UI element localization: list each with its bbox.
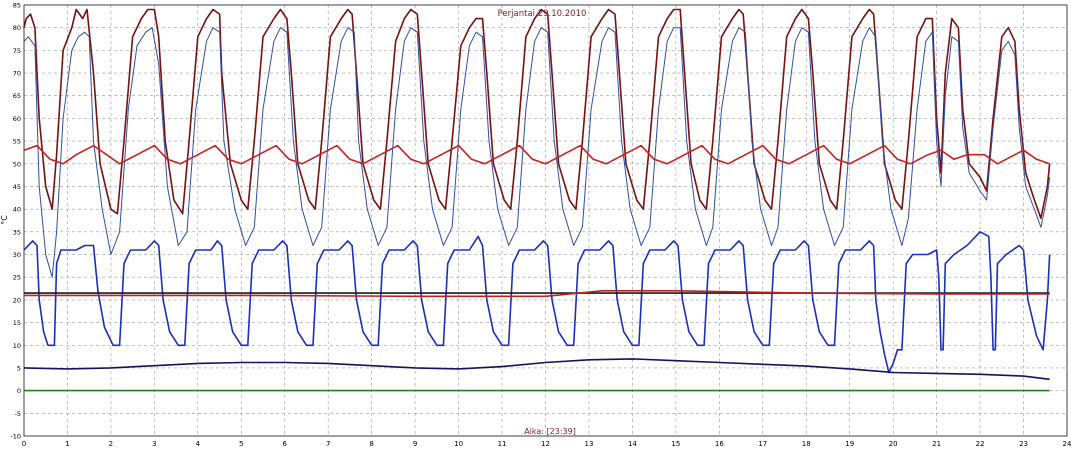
y-tick-label: 85 (13, 2, 21, 10)
y-tick-label: 45 (13, 183, 21, 191)
x-tick-label: 15 (671, 440, 680, 448)
x-tick-label: 16 (715, 440, 724, 448)
x-tick-label: 10 (454, 440, 463, 448)
x-tick-label: 0 (22, 440, 26, 448)
x-tick-label: 17 (758, 440, 767, 448)
x-axis-label: Aika: [23:39] (524, 427, 576, 436)
x-tick-label: 9 (413, 440, 417, 448)
x-tick-label: 11 (498, 440, 507, 448)
x-tick-label: 1 (65, 440, 69, 448)
y-tick-label: 55 (13, 138, 21, 146)
x-tick-label: 4 (196, 440, 201, 448)
x-tick-label: 13 (584, 440, 593, 448)
y-tick-label: 25 (13, 274, 21, 282)
x-tick-label: 21 (932, 440, 941, 448)
y-tick-label: -10 (10, 433, 21, 441)
y-tick-label: 80 (13, 24, 21, 32)
y-tick-label: 15 (13, 319, 21, 327)
x-tick-label: 6 (283, 440, 288, 448)
x-tick-label: 5 (239, 440, 243, 448)
series-line-7 (23, 358, 1050, 381)
x-tick-label: 3 (152, 440, 156, 448)
x-tick-label: 14 (628, 440, 637, 448)
y-tick-label: 0 (17, 387, 21, 395)
y-tick-label: 30 (13, 251, 21, 259)
series-line-1 (23, 8, 1051, 219)
y-tick-label: 10 (13, 342, 21, 350)
y-tick-label: 65 (13, 92, 21, 100)
y-tick-label: 50 (13, 160, 21, 168)
y-tick-label: 70 (13, 70, 21, 78)
y-tick-label: 35 (13, 228, 21, 236)
y-tick-label: 5 (17, 364, 21, 372)
x-tick-labels: 0 1 2 3 4 5 6 7 8 9 10 11 12 13 14 15 16 17 18 19 20 21 22 23 24 (22, 440, 1071, 448)
series-line-3 (23, 144, 1050, 165)
x-tick-label: 24 (1063, 440, 1071, 448)
x-tick-label: 2 (109, 440, 113, 448)
x-tick-label: 8 (369, 440, 373, 448)
x-tick-label: 7 (326, 440, 330, 448)
y-tick-labels: -10 -5 0 5 10 15 20 25 30 35 40 45 50 55 60 65 70 75 80 85 (10, 2, 21, 441)
series-line-2 (23, 27, 1051, 278)
x-tick-label: 18 (802, 440, 811, 448)
x-tick-label: 19 (845, 440, 854, 448)
x-tick-label: 12 (541, 440, 550, 448)
x-tick-label: 22 (976, 440, 985, 448)
y-axis-label: °C (0, 215, 9, 225)
x-tick-label: 23 (1019, 440, 1028, 448)
series-line-4 (23, 231, 1051, 374)
series-layer (23, 8, 1051, 392)
series-line-6 (24, 289, 1050, 298)
y-tick-label: 75 (13, 47, 21, 55)
y-tick-label: 60 (13, 115, 21, 123)
plot-border (23, 4, 1068, 437)
y-tick-label: 40 (13, 206, 21, 214)
y-tick-label: -5 (15, 410, 21, 418)
chart-title: Perjantai 29.10.2010 (498, 9, 587, 19)
x-tick-label: 20 (889, 440, 898, 448)
y-tick-label: 20 (13, 296, 21, 304)
